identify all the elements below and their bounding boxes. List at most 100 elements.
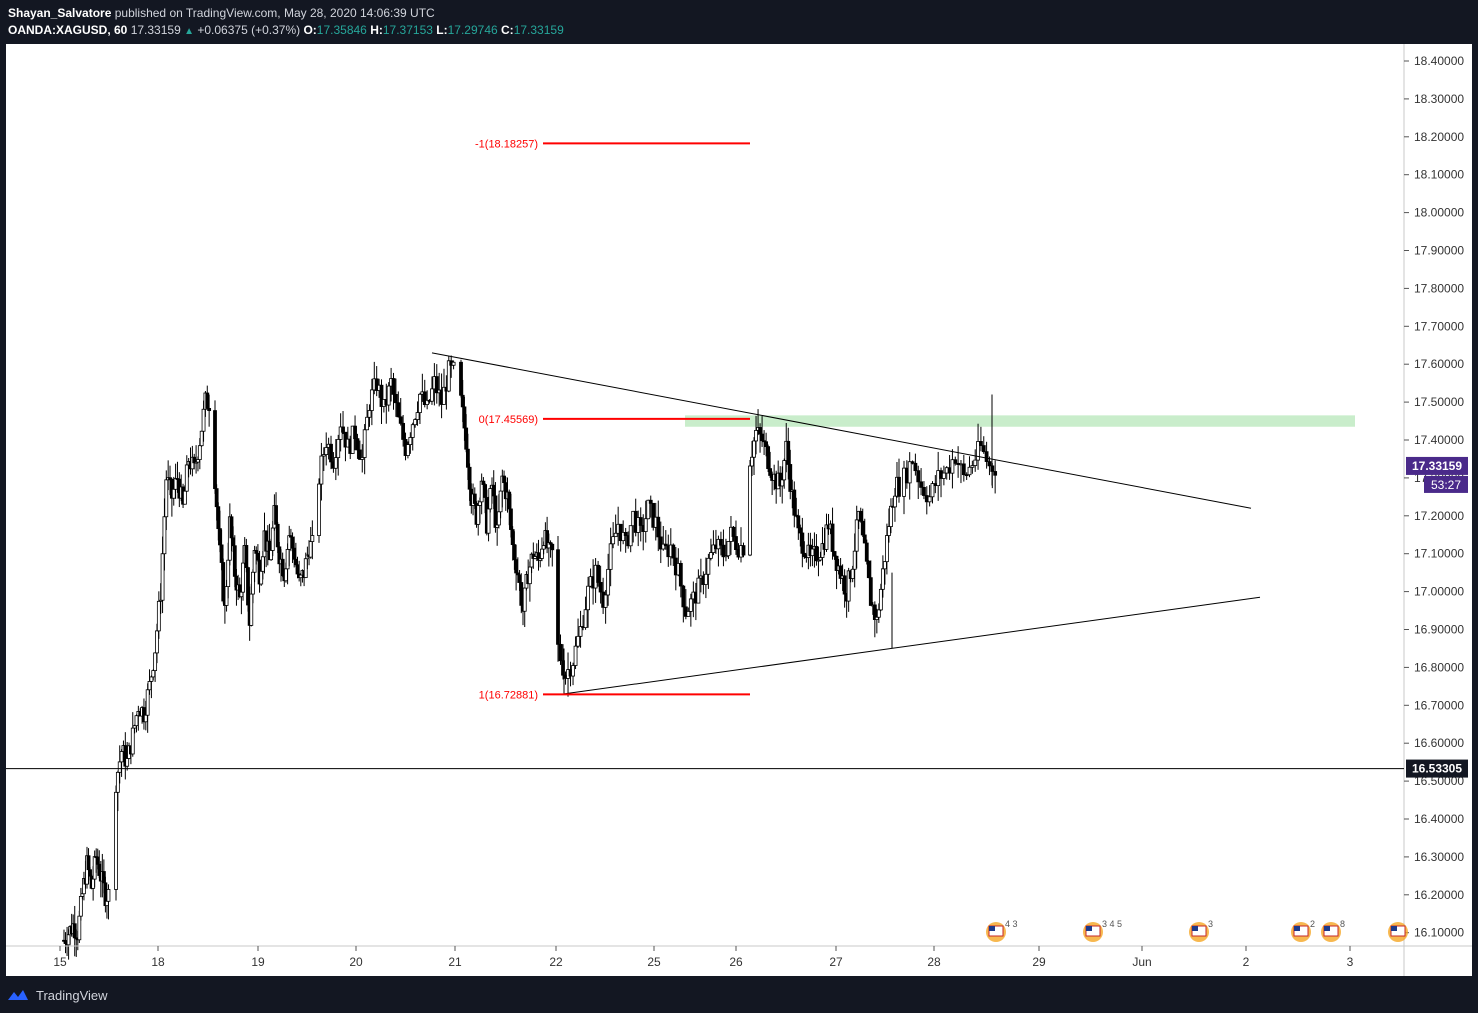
candle[interactable] xyxy=(762,430,766,456)
candle[interactable] xyxy=(425,390,430,410)
candle[interactable] xyxy=(893,488,897,522)
candle[interactable] xyxy=(613,514,618,538)
candle[interactable] xyxy=(834,555,839,590)
candle[interactable] xyxy=(558,634,563,665)
candle[interactable] xyxy=(748,460,752,557)
candle[interactable] xyxy=(750,441,754,476)
candle[interactable] xyxy=(398,398,403,426)
candle[interactable] xyxy=(221,558,226,604)
candle[interactable] xyxy=(199,430,204,447)
candle[interactable] xyxy=(379,379,384,425)
author-name[interactable]: Shayan_Salvatore xyxy=(8,6,112,20)
candle[interactable] xyxy=(123,732,128,780)
event-marker[interactable]: 3 xyxy=(1189,919,1213,942)
candle[interactable] xyxy=(479,473,484,515)
candle[interactable] xyxy=(852,533,857,588)
candle[interactable] xyxy=(336,434,341,476)
candle[interactable] xyxy=(706,553,711,589)
candle[interactable] xyxy=(860,508,865,538)
candle[interactable] xyxy=(205,385,210,409)
event-marker[interactable]: 8 xyxy=(1321,919,1345,942)
candle[interactable] xyxy=(628,525,633,553)
candle[interactable] xyxy=(970,460,975,474)
candle[interactable] xyxy=(451,360,456,370)
candle[interactable] xyxy=(434,364,439,404)
candle[interactable] xyxy=(910,460,915,465)
candle[interactable] xyxy=(973,449,978,472)
candle[interactable] xyxy=(913,453,918,476)
candle[interactable] xyxy=(922,481,926,500)
candle[interactable] xyxy=(317,478,321,543)
candle[interactable] xyxy=(764,432,769,457)
candle[interactable] xyxy=(984,441,989,469)
candle[interactable] xyxy=(603,590,608,624)
candle[interactable] xyxy=(796,509,801,540)
candle[interactable] xyxy=(319,442,324,501)
candle[interactable] xyxy=(889,498,893,534)
candle[interactable] xyxy=(638,507,643,542)
candle[interactable] xyxy=(887,508,891,543)
candle[interactable] xyxy=(858,507,863,523)
candle[interactable] xyxy=(130,712,135,757)
candle[interactable] xyxy=(961,454,966,482)
candle[interactable] xyxy=(586,576,590,628)
candle[interactable] xyxy=(681,584,686,623)
candle[interactable] xyxy=(623,527,628,553)
candle[interactable] xyxy=(802,541,807,559)
candle[interactable] xyxy=(671,543,676,566)
candle[interactable] xyxy=(760,416,764,447)
candle[interactable] xyxy=(606,553,611,606)
candle[interactable] xyxy=(362,424,367,475)
candle[interactable] xyxy=(866,560,871,579)
candle[interactable] xyxy=(953,456,958,466)
candle[interactable] xyxy=(838,557,843,585)
candle[interactable] xyxy=(357,440,362,460)
candle[interactable] xyxy=(752,437,756,475)
candle[interactable] xyxy=(446,355,451,393)
brand-label[interactable]: TradingView xyxy=(36,987,108,1003)
candle[interactable] xyxy=(842,569,847,608)
candle[interactable] xyxy=(686,607,691,617)
candle[interactable] xyxy=(709,538,713,561)
candle[interactable] xyxy=(550,543,555,567)
candle[interactable] xyxy=(394,378,398,417)
candle[interactable] xyxy=(153,652,158,682)
candle[interactable] xyxy=(721,529,726,567)
candle[interactable] xyxy=(611,522,616,549)
candle[interactable] xyxy=(941,465,946,486)
candle[interactable] xyxy=(993,460,998,494)
candle[interactable] xyxy=(768,451,773,478)
candle[interactable] xyxy=(880,555,885,598)
candle[interactable] xyxy=(810,538,815,567)
candle[interactable] xyxy=(782,458,787,489)
candle[interactable] xyxy=(850,565,855,583)
candle[interactable] xyxy=(430,376,434,405)
candle[interactable] xyxy=(598,565,603,604)
candle[interactable] xyxy=(184,455,189,492)
candle[interactable] xyxy=(885,523,889,575)
candle[interactable] xyxy=(832,551,837,560)
candle[interactable] xyxy=(442,368,446,405)
candle[interactable] xyxy=(386,382,391,412)
candle[interactable] xyxy=(754,415,758,455)
candle[interactable] xyxy=(142,698,146,730)
candle[interactable] xyxy=(418,392,422,425)
event-marker[interactable]: 2 xyxy=(1291,919,1315,942)
candle[interactable] xyxy=(987,456,992,476)
candle[interactable] xyxy=(333,439,338,481)
candle[interactable] xyxy=(731,525,736,542)
candle[interactable] xyxy=(145,683,150,733)
candle[interactable] xyxy=(864,539,869,565)
candle[interactable] xyxy=(734,520,738,555)
candle[interactable] xyxy=(964,472,969,480)
candle[interactable] xyxy=(967,456,972,478)
candle[interactable] xyxy=(396,391,401,418)
candle[interactable] xyxy=(608,527,613,587)
candle[interactable] xyxy=(818,551,823,562)
candle[interactable] xyxy=(979,426,983,452)
event-marker[interactable]: 4 3 xyxy=(986,919,1018,942)
candle[interactable] xyxy=(213,400,217,494)
candle[interactable] xyxy=(643,500,648,543)
candle[interactable] xyxy=(792,481,797,528)
candle[interactable] xyxy=(573,636,578,670)
